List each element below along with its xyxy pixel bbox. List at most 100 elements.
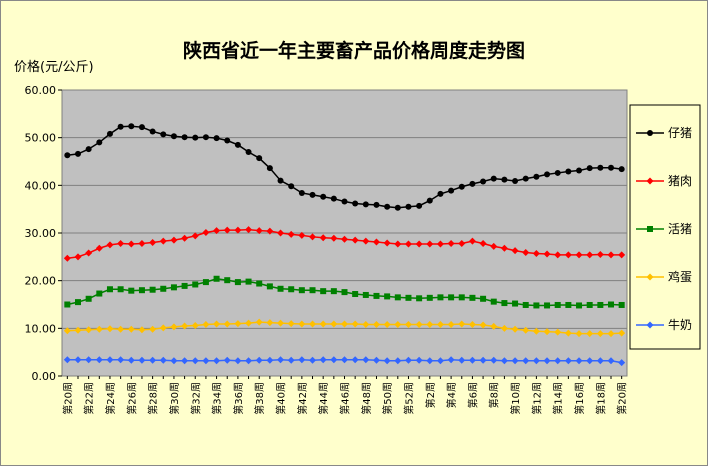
data-point — [255, 318, 263, 326]
data-point — [458, 320, 466, 328]
data-point — [96, 139, 103, 146]
data-point — [575, 330, 583, 338]
data-point — [149, 239, 157, 247]
legend-item: 牛奶 — [636, 317, 692, 332]
data-point — [341, 356, 348, 364]
data-point — [234, 141, 241, 148]
data-point — [618, 251, 626, 259]
x-tick-label: 第4周 — [445, 382, 458, 408]
data-point — [597, 164, 604, 171]
data-point — [309, 356, 317, 364]
data-point — [576, 167, 583, 174]
data-point — [181, 322, 189, 330]
data-point — [245, 357, 253, 365]
data-point — [74, 150, 81, 157]
data-point — [330, 356, 338, 364]
data-point — [394, 321, 402, 329]
data-point — [586, 357, 594, 365]
data-point — [309, 287, 316, 294]
legend-item: 活猪 — [636, 222, 692, 236]
data-point — [63, 327, 71, 335]
y-tick-label: 0.00 — [32, 370, 57, 383]
data-point — [256, 155, 263, 162]
data-point — [234, 226, 242, 234]
x-tick-label: 第20周 — [61, 382, 74, 415]
data-point — [490, 298, 497, 305]
data-point — [255, 356, 263, 364]
data-point — [213, 135, 220, 142]
data-point — [266, 283, 273, 290]
data-point — [543, 357, 551, 365]
data-point — [532, 327, 540, 335]
data-point — [437, 190, 444, 197]
data-point — [384, 293, 391, 300]
data-point — [213, 275, 220, 282]
x-tick-label: 第44周 — [317, 382, 330, 415]
data-point — [159, 324, 167, 332]
data-point — [404, 321, 412, 329]
y-tick-label: 40.00 — [25, 179, 57, 192]
data-point — [85, 249, 93, 257]
data-point — [127, 325, 135, 333]
legend-label: 活猪 — [668, 222, 692, 236]
data-point — [512, 300, 519, 307]
data-point — [415, 356, 423, 364]
x-tick-label: 第50周 — [381, 382, 394, 415]
x-tick-label: 第28周 — [147, 382, 160, 415]
data-point — [511, 325, 519, 333]
data-point — [394, 204, 401, 211]
data-point — [85, 326, 93, 334]
data-point — [415, 321, 423, 329]
data-point — [170, 236, 178, 244]
data-point — [202, 357, 210, 365]
data-point — [405, 203, 412, 210]
data-point — [490, 322, 498, 330]
legend-item: 猪肉 — [636, 174, 692, 188]
data-point — [149, 128, 156, 135]
legend — [629, 104, 701, 350]
data-point — [298, 320, 306, 328]
data-point — [117, 325, 125, 333]
data-point — [106, 356, 114, 364]
x-tick-label: 第2周 — [424, 382, 437, 408]
data-point — [501, 300, 508, 307]
data-point — [213, 320, 221, 328]
x-axis-ticks: 第20周 第22周 第24周 第26周 第28周 第30周 第32周 第34周 第36周 第38周… — [61, 376, 629, 415]
data-point — [596, 357, 604, 365]
data-point — [554, 169, 561, 176]
data-point — [586, 251, 594, 259]
x-tick-label: 第14周 — [552, 382, 565, 415]
data-point — [543, 250, 551, 258]
data-point — [298, 287, 305, 294]
x-tick-label: 第12周 — [530, 382, 543, 415]
data-point — [511, 247, 519, 255]
data-point — [394, 294, 401, 301]
data-point — [64, 152, 71, 159]
data-point — [287, 320, 295, 328]
data-point — [330, 234, 338, 242]
data-point — [245, 148, 252, 155]
data-point — [223, 226, 231, 234]
data-point — [404, 240, 412, 248]
data-point — [74, 253, 82, 261]
data-point — [309, 233, 317, 241]
data-point — [501, 176, 508, 183]
data-point — [181, 282, 188, 289]
data-point — [426, 197, 433, 204]
data-point — [245, 278, 252, 285]
data-point — [106, 130, 113, 137]
x-tick-label: 第42周 — [296, 382, 309, 415]
data-point — [149, 356, 157, 364]
data-point — [415, 240, 423, 248]
data-point — [597, 301, 604, 308]
data-point — [468, 356, 476, 364]
data-point — [223, 320, 231, 328]
data-point — [522, 326, 530, 334]
data-point — [127, 240, 135, 248]
data-point — [287, 356, 295, 364]
data-point — [608, 164, 615, 171]
data-point — [447, 239, 455, 247]
data-point — [575, 251, 583, 259]
data-point — [362, 321, 370, 329]
data-point — [213, 227, 221, 235]
